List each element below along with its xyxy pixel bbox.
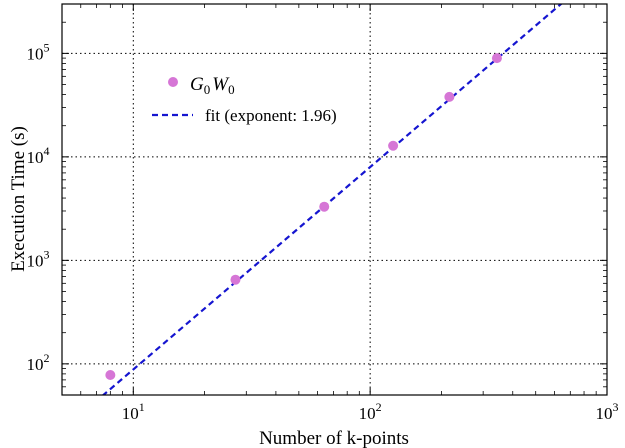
x-tick-label: 101 [122,400,145,423]
y-axis-title: Execution Time (s) [8,126,29,272]
data-point [444,91,455,102]
data-point [105,370,116,381]
x-tick-label: 102 [359,400,382,423]
axis-ticks [62,4,608,395]
legend: G0 W0 fit (exponent: 1.96) [152,74,337,125]
legend-marker-g0w0 [168,77,178,87]
plot-frame [61,3,608,396]
data-point [388,140,399,151]
data-points-layer [105,53,502,381]
data-point [491,53,502,64]
data-point [230,274,241,285]
x-axis-title: Number of k-points [259,428,409,448]
tick-labels: 101 102 103 102 103 104 105 [27,40,619,423]
fit-line [101,4,563,395]
fit-line-layer [101,4,563,395]
y-tick-label: 105 [27,40,50,63]
x-tick-label: 103 [596,400,619,423]
y-tick-label: 103 [27,247,50,270]
grid-lines [62,4,607,395]
y-tick-label: 102 [27,351,50,374]
data-point [319,201,330,212]
legend-label-fit: fit (exponent: 1.96) [205,106,337,125]
legend-label-g0w0: G0 W0 [190,74,235,97]
y-tick-label: 104 [27,144,50,167]
